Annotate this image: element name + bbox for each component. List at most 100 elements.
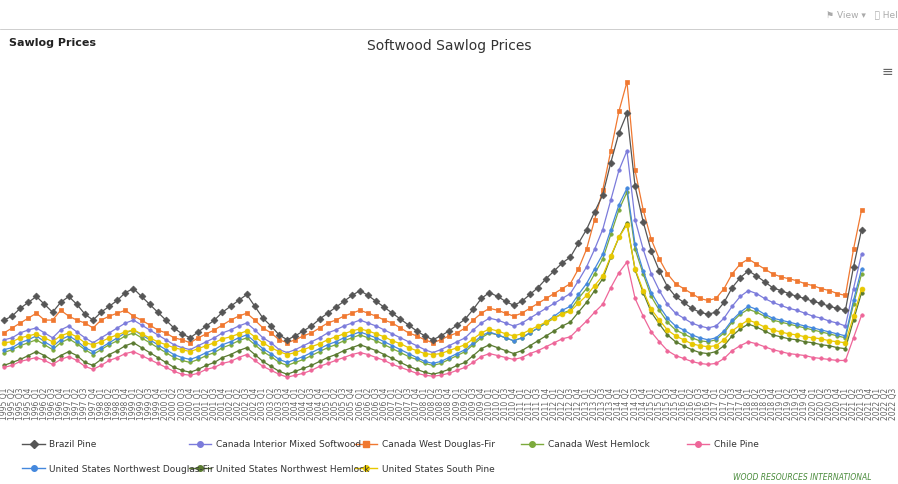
Text: 2013 Q1: 2013 Q1 [582, 387, 591, 419]
Text: 2017 Q3: 2017 Q3 [727, 387, 736, 419]
Text: 2004 Q1: 2004 Q1 [291, 387, 300, 419]
Text: 2013 Q2: 2013 Q2 [590, 387, 599, 419]
Text: 2006 Q2: 2006 Q2 [364, 387, 373, 419]
Text: 2001 Q4: 2001 Q4 [218, 387, 227, 419]
Text: 1999 Q1: 1999 Q1 [129, 387, 138, 419]
Text: 2016 Q2: 2016 Q2 [687, 387, 696, 419]
Text: 2017 Q4: 2017 Q4 [735, 387, 744, 419]
Text: 2005 Q3: 2005 Q3 [339, 387, 348, 420]
Text: 2000 Q2: 2000 Q2 [170, 387, 179, 419]
Text: ⚑ View ▾   ❓ Help ▾   ↩ Sign Out: ⚑ View ▾ ❓ Help ▾ ↩ Sign Out [826, 11, 898, 19]
Text: 1997 Q4: 1997 Q4 [89, 387, 98, 420]
Text: 2003 Q4: 2003 Q4 [283, 387, 292, 420]
Text: 2002 Q2: 2002 Q2 [234, 387, 243, 419]
Text: 2016 Q1: 2016 Q1 [679, 387, 688, 419]
Text: 2014 Q4: 2014 Q4 [638, 387, 647, 419]
Text: 2021 Q2: 2021 Q2 [849, 387, 858, 419]
Text: 2020 Q2: 2020 Q2 [816, 387, 825, 419]
Text: 2011 Q3: 2011 Q3 [533, 387, 542, 419]
Text: 2015 Q3: 2015 Q3 [663, 387, 672, 419]
Text: 2020 Q3: 2020 Q3 [824, 387, 833, 419]
Text: 2008 Q1: 2008 Q1 [420, 387, 429, 419]
Text: 2018 Q3: 2018 Q3 [760, 387, 769, 419]
Text: 2007 Q4: 2007 Q4 [412, 387, 421, 420]
Text: 1999 Q2: 1999 Q2 [137, 387, 146, 419]
Text: 2020 Q4: 2020 Q4 [832, 387, 841, 419]
Text: Canada West Hemlock: Canada West Hemlock [548, 439, 649, 448]
Text: 2006 Q1: 2006 Q1 [356, 387, 365, 419]
Text: 2014 Q1: 2014 Q1 [614, 387, 623, 419]
Text: 1995 Q3: 1995 Q3 [16, 387, 25, 420]
Text: 1996 Q4: 1996 Q4 [57, 387, 66, 420]
Text: 2007 Q2: 2007 Q2 [396, 387, 405, 419]
Text: 2004 Q2: 2004 Q2 [299, 387, 308, 419]
Text: 1995 Q2: 1995 Q2 [8, 387, 17, 419]
Text: 2019 Q3: 2019 Q3 [792, 387, 801, 419]
Text: 2003 Q1: 2003 Q1 [259, 387, 268, 419]
Text: 2000 Q3: 2000 Q3 [178, 387, 187, 420]
Text: 2006 Q4: 2006 Q4 [380, 387, 389, 420]
Text: Canada West Douglas-Fir: Canada West Douglas-Fir [382, 439, 495, 448]
Text: 2008 Q2: 2008 Q2 [428, 387, 437, 419]
Text: 2013 Q3: 2013 Q3 [598, 387, 607, 419]
Text: 2020 Q1: 2020 Q1 [808, 387, 817, 419]
Text: 2012 Q4: 2012 Q4 [574, 387, 583, 419]
Text: 2004 Q4: 2004 Q4 [315, 387, 324, 420]
Text: 2013 Q4: 2013 Q4 [606, 387, 615, 419]
Text: 2002 Q1: 2002 Q1 [226, 387, 235, 419]
Text: 2002 Q3: 2002 Q3 [242, 387, 251, 419]
Text: 2005 Q2: 2005 Q2 [331, 387, 340, 419]
Text: 2009 Q4: 2009 Q4 [477, 387, 486, 420]
Text: 1998 Q4: 1998 Q4 [121, 387, 130, 419]
Text: United States South Pine: United States South Pine [382, 464, 495, 473]
Text: 2021 Q4: 2021 Q4 [865, 387, 874, 419]
Text: 2009 Q2: 2009 Q2 [461, 387, 470, 419]
Text: 2016 Q4: 2016 Q4 [703, 387, 712, 419]
Text: 2005 Q1: 2005 Q1 [323, 387, 332, 419]
Text: ≡: ≡ [882, 65, 894, 79]
Text: 2017 Q2: 2017 Q2 [719, 387, 728, 419]
Text: 2000 Q1: 2000 Q1 [162, 387, 171, 419]
Text: 1995 Q1: 1995 Q1 [0, 387, 9, 419]
Text: 2007 Q1: 2007 Q1 [388, 387, 397, 419]
Text: 1996 Q2: 1996 Q2 [40, 387, 49, 419]
Text: 2001 Q3: 2001 Q3 [210, 387, 219, 419]
Text: 2010 Q4: 2010 Q4 [509, 387, 518, 419]
Title: Softwood Sawlog Prices: Softwood Sawlog Prices [366, 39, 532, 53]
Text: United States Northwest Hemlock: United States Northwest Hemlock [216, 464, 369, 473]
Text: 2014 Q2: 2014 Q2 [622, 387, 631, 419]
Text: 1996 Q3: 1996 Q3 [48, 387, 57, 420]
Text: 2012 Q1: 2012 Q1 [550, 387, 559, 419]
Text: 2004 Q3: 2004 Q3 [307, 387, 316, 420]
Text: 1999 Q3: 1999 Q3 [145, 387, 154, 420]
Text: 2010 Q1: 2010 Q1 [485, 387, 494, 419]
Text: 1997 Q3: 1997 Q3 [81, 387, 90, 420]
Text: 1997 Q2: 1997 Q2 [73, 387, 82, 419]
Text: 2005 Q4: 2005 Q4 [348, 387, 357, 420]
Text: 2016 Q3: 2016 Q3 [695, 387, 704, 419]
Text: 1998 Q3: 1998 Q3 [113, 387, 122, 419]
Text: 2000 Q4: 2000 Q4 [186, 387, 195, 420]
Text: 1995 Q4: 1995 Q4 [24, 387, 33, 420]
Text: 1998 Q1: 1998 Q1 [97, 387, 106, 419]
Text: 2008 Q4: 2008 Q4 [445, 387, 453, 419]
Text: 2009 Q1: 2009 Q1 [453, 387, 462, 419]
Text: 2009 Q3: 2009 Q3 [469, 387, 478, 420]
Text: 2018 Q1: 2018 Q1 [744, 387, 753, 419]
Text: 2022 Q2: 2022 Q2 [881, 387, 890, 419]
Text: Canada Interior Mixed Softwood: Canada Interior Mixed Softwood [216, 439, 361, 448]
Text: WOOD RESOURCES INTERNATIONAL: WOOD RESOURCES INTERNATIONAL [733, 472, 871, 481]
Text: 2003 Q3: 2003 Q3 [275, 387, 284, 420]
Text: 2014 Q3: 2014 Q3 [630, 387, 639, 419]
Text: 1996 Q1: 1996 Q1 [32, 387, 41, 419]
Text: 2002 Q4: 2002 Q4 [251, 387, 260, 419]
Text: 1997 Q1: 1997 Q1 [65, 387, 74, 419]
Text: 2006 Q3: 2006 Q3 [372, 387, 381, 420]
Text: Chile Pine: Chile Pine [714, 439, 759, 448]
Text: 2001 Q1: 2001 Q1 [194, 387, 203, 419]
Text: 2021 Q1: 2021 Q1 [841, 387, 850, 419]
Text: 2011 Q2: 2011 Q2 [525, 387, 534, 419]
Text: 2019 Q1: 2019 Q1 [776, 387, 785, 419]
Text: 2015 Q4: 2015 Q4 [671, 387, 680, 419]
Text: 2018 Q2: 2018 Q2 [752, 387, 761, 419]
